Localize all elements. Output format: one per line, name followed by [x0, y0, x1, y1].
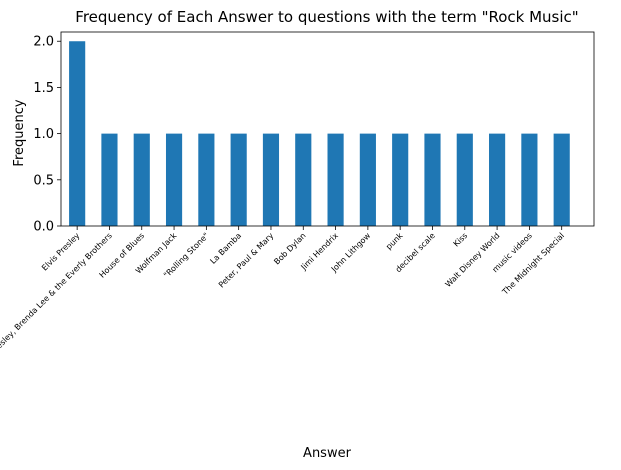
x-axis-label: Answer [303, 446, 352, 461]
bar-3 [133, 133, 150, 226]
y-tick-label: 0.5 [33, 173, 54, 188]
x-tick-label: La Bamba [208, 231, 243, 266]
bar-4 [165, 133, 183, 226]
bar-16 [553, 133, 570, 226]
bar-5 [198, 133, 215, 226]
bar-7 [262, 133, 280, 226]
bar-1 [69, 41, 86, 226]
x-tick-label: punk [384, 231, 405, 252]
bar-9 [327, 133, 344, 226]
chart-title: Frequency of Each Answer to questions wi… [75, 8, 578, 26]
y-tick-label: 1.0 [33, 127, 54, 142]
bar-12 [424, 133, 441, 226]
plot-frame [60, 31, 595, 227]
y-tick-label: 0.0 [33, 220, 54, 235]
bar-6 [230, 133, 247, 226]
bar-8 [295, 133, 312, 226]
bar-13 [456, 133, 473, 226]
bar-11 [392, 133, 409, 226]
bars-group [69, 41, 570, 226]
y-axis: 0.0 0.5 1.0 1.5 2.0 [33, 35, 61, 235]
bar-14 [489, 133, 506, 226]
y-tick-label: 2.0 [33, 35, 54, 50]
x-tick-label: Walt Disney World [444, 231, 502, 289]
x-tick-label: The Midnight Special [500, 231, 566, 297]
x-tick-label: Peter, Paul & Mary [217, 231, 276, 290]
x-tick-label: Kiss [452, 231, 470, 249]
bar-2 [101, 133, 118, 226]
bar-15 [521, 133, 538, 226]
bar-10 [359, 133, 376, 226]
y-tick-label: 1.5 [33, 81, 54, 96]
x-axis: Elvis Presley(2 of) Johnny Cash, Elvis P… [0, 226, 566, 426]
y-axis-label: Frequency [12, 99, 27, 166]
